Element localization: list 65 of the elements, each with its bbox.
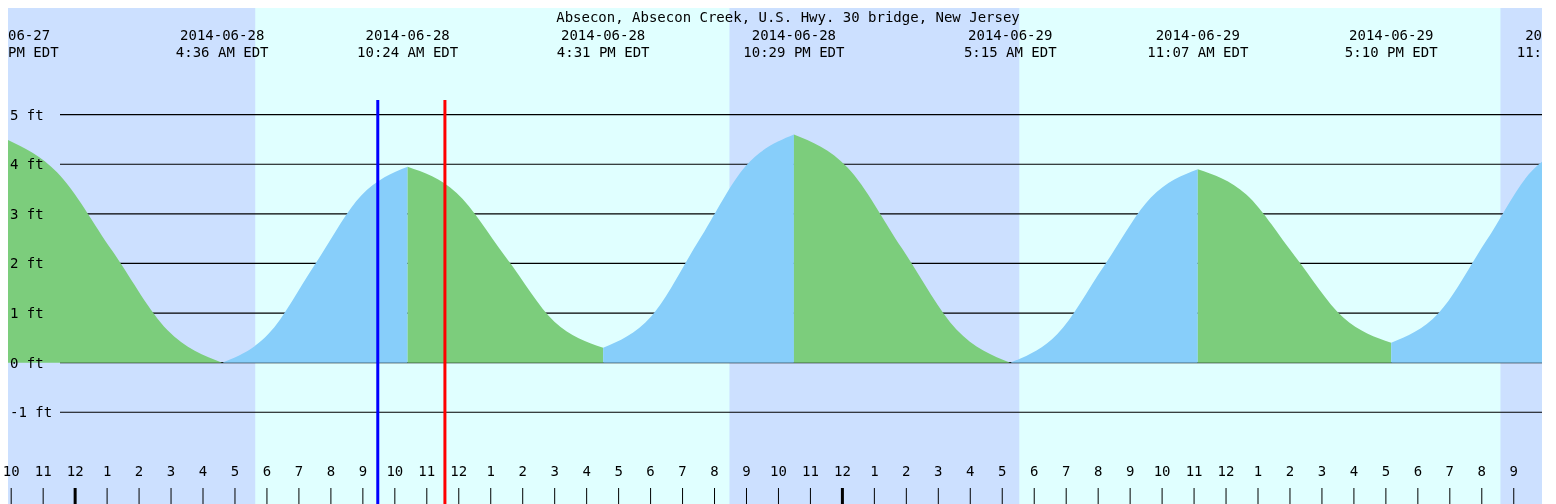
- x-tick-label: 8: [1093, 463, 1103, 479]
- x-tick-label: 1: [102, 463, 112, 479]
- annotation: 06-27 PM EDT: [8, 27, 60, 60]
- x-tick-label: 5: [1381, 463, 1391, 479]
- y-tick-label: 2 ft: [10, 255, 44, 272]
- x-tick-label: 2: [134, 463, 144, 479]
- x-tick-label: 3: [550, 463, 559, 479]
- x-tick-label: 9: [1125, 463, 1135, 479]
- x-tick-label: 10: [1153, 463, 1171, 479]
- x-tick-label: 4: [582, 463, 591, 479]
- x-tick-label: 1: [486, 463, 495, 479]
- x-tick-label: 10: [386, 463, 404, 479]
- x-tick-label: 7: [678, 463, 687, 479]
- annotation: 2014-06-29 11:07 AM EDT: [1147, 27, 1249, 60]
- x-tick-label: 12: [66, 463, 84, 479]
- x-tick-label: 3: [934, 463, 943, 479]
- x-tick-label: 4: [966, 463, 975, 479]
- x-tick-label: 1: [1253, 463, 1263, 479]
- annotation: 2014-06-29 5:10 PM EDT: [1344, 27, 1439, 60]
- chart-title: Absecon, Absecon Creek, U.S. Hwy. 30 bridge, New Jersey: [556, 9, 1020, 25]
- x-tick-label: 6: [1413, 463, 1423, 479]
- x-tick-label: 4: [198, 463, 208, 479]
- x-tick-label: 5: [614, 463, 623, 479]
- x-tick-label: 1: [870, 463, 879, 479]
- x-tick-label: 7: [294, 463, 304, 479]
- x-tick-label: 10: [770, 463, 787, 479]
- x-tick-label: 12: [450, 463, 468, 479]
- x-tick-label: 5: [998, 463, 1007, 479]
- annotation: 2014-06-28 4:31 PM EDT: [556, 27, 651, 60]
- x-tick-label: 10: [2, 463, 20, 479]
- x-tick-label: 11: [418, 463, 436, 479]
- x-tick-label: 9: [742, 463, 751, 479]
- x-tick-label: 11: [802, 463, 819, 479]
- x-tick-label: 3: [1317, 463, 1327, 479]
- x-tick-label: 9: [358, 463, 368, 479]
- y-tick-label: -1 ft: [10, 404, 53, 421]
- x-tick-label: 9: [1509, 463, 1518, 479]
- x-tick-label: 5: [230, 463, 240, 479]
- x-tick-label: 8: [326, 463, 336, 479]
- x-tick-label: 6: [1030, 463, 1039, 479]
- x-tick-label: 11: [1185, 463, 1203, 479]
- x-tick-label: 3: [166, 463, 176, 479]
- x-tick-label: 8: [710, 463, 719, 479]
- y-tick-label: 0 ft: [10, 354, 44, 371]
- y-tick-label: 4 ft: [10, 156, 44, 173]
- x-tick-label: 8: [1477, 463, 1487, 479]
- annotation: 2014-06-28 10:24 AM EDT: [357, 27, 459, 60]
- annotation: 20 11:: [1516, 27, 1542, 60]
- x-tick-label: 12: [833, 463, 851, 479]
- x-tick-label: 7: [1445, 463, 1455, 479]
- annotation: 2014-06-28 4:36 AM EDT: [175, 27, 270, 60]
- x-tick-label: 7: [1061, 463, 1071, 479]
- x-tick-label: 6: [262, 463, 272, 479]
- y-tick-label: 1 ft: [10, 305, 44, 322]
- y-tick-label: 3 ft: [10, 205, 44, 222]
- x-tick-label: 2: [902, 463, 911, 479]
- x-tick-label: 2: [518, 463, 527, 479]
- x-tick-label: 4: [1349, 463, 1359, 479]
- annotation: 2014-06-29 5:15 AM EDT: [963, 27, 1058, 60]
- y-tick-label: 5 ft: [10, 106, 44, 123]
- x-tick-label: 11: [34, 463, 52, 479]
- x-tick-label: 2: [1285, 463, 1295, 479]
- x-tick-label: 12: [1217, 463, 1235, 479]
- annotation: 2014-06-28 10:29 PM EDT: [743, 27, 846, 60]
- x-tick-label: 6: [646, 463, 655, 479]
